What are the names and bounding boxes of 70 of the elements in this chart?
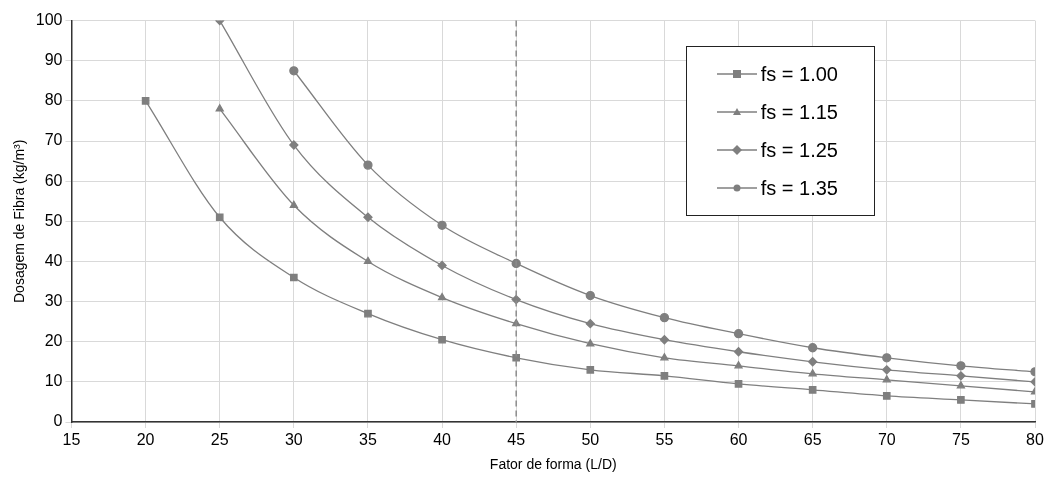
point bbox=[363, 160, 373, 170]
point bbox=[733, 329, 744, 339]
x-tick-label: 75 bbox=[951, 431, 970, 449]
x-tick-label: 80 bbox=[1026, 431, 1044, 449]
point bbox=[290, 273, 298, 282]
y-tick-label: 40 bbox=[44, 251, 63, 269]
point bbox=[438, 335, 446, 344]
y-tick-label: 80 bbox=[44, 91, 63, 109]
point bbox=[734, 380, 743, 388]
x-tick-label: 20 bbox=[136, 431, 155, 449]
point bbox=[882, 375, 891, 383]
x-tick-label: 60 bbox=[729, 431, 748, 449]
point bbox=[289, 200, 298, 208]
point bbox=[808, 369, 817, 377]
point bbox=[437, 260, 447, 271]
x-tick-label: 65 bbox=[803, 431, 822, 449]
point bbox=[808, 386, 817, 394]
point bbox=[437, 220, 447, 230]
x-axis-title: Fator de forma (L/D) bbox=[489, 456, 617, 473]
y-tick-label: 60 bbox=[44, 171, 63, 189]
point bbox=[660, 353, 669, 361]
legend-label: fs = 1.25 bbox=[760, 138, 838, 162]
x-tick-label: 30 bbox=[284, 431, 303, 449]
point bbox=[956, 361, 966, 371]
y-tick-label: 30 bbox=[44, 291, 63, 309]
point bbox=[289, 66, 299, 76]
x-tick-label: 35 bbox=[359, 431, 377, 449]
x-tick-label: 25 bbox=[210, 431, 229, 449]
y-tick-label: 90 bbox=[44, 51, 63, 69]
point bbox=[364, 309, 372, 318]
x-tick-label: 15 bbox=[62, 431, 81, 449]
point bbox=[289, 140, 299, 150]
point bbox=[659, 335, 670, 345]
y-tick-label: 0 bbox=[53, 412, 63, 430]
point bbox=[585, 319, 595, 329]
y-tick-label: 70 bbox=[44, 131, 63, 149]
x-tick-label: 40 bbox=[433, 431, 452, 449]
y-tick-label: 10 bbox=[44, 372, 63, 390]
point bbox=[586, 365, 595, 374]
legend-label: fs = 1.15 bbox=[760, 100, 838, 124]
y-tick-label: 50 bbox=[44, 211, 63, 229]
point bbox=[659, 312, 670, 323]
point bbox=[808, 343, 818, 353]
point bbox=[141, 97, 150, 105]
point bbox=[586, 339, 595, 347]
point bbox=[215, 104, 224, 112]
point bbox=[808, 357, 818, 367]
y-tick-label: 100 bbox=[35, 11, 63, 29]
point bbox=[734, 361, 743, 369]
point bbox=[733, 347, 744, 357]
point bbox=[363, 212, 373, 222]
y-tick-label: 20 bbox=[44, 332, 63, 350]
point bbox=[957, 396, 965, 404]
point bbox=[363, 256, 373, 265]
point bbox=[956, 371, 966, 381]
x-tick-label: 55 bbox=[655, 431, 674, 449]
legend-label: fs = 1.35 bbox=[760, 176, 838, 200]
point bbox=[882, 353, 892, 363]
x-tick-label: 70 bbox=[877, 431, 896, 449]
point bbox=[882, 365, 892, 375]
point bbox=[882, 392, 891, 400]
point bbox=[437, 292, 447, 301]
legend-label: fs = 1.00 bbox=[760, 62, 838, 86]
x-tick-label: 50 bbox=[581, 431, 600, 449]
x-tick-label: 45 bbox=[507, 431, 526, 449]
point bbox=[956, 381, 965, 389]
point bbox=[215, 213, 224, 222]
point bbox=[585, 290, 595, 301]
y-axis-title: Dosagem de Fibra (kg/m³) bbox=[11, 139, 28, 303]
point bbox=[660, 372, 669, 380]
